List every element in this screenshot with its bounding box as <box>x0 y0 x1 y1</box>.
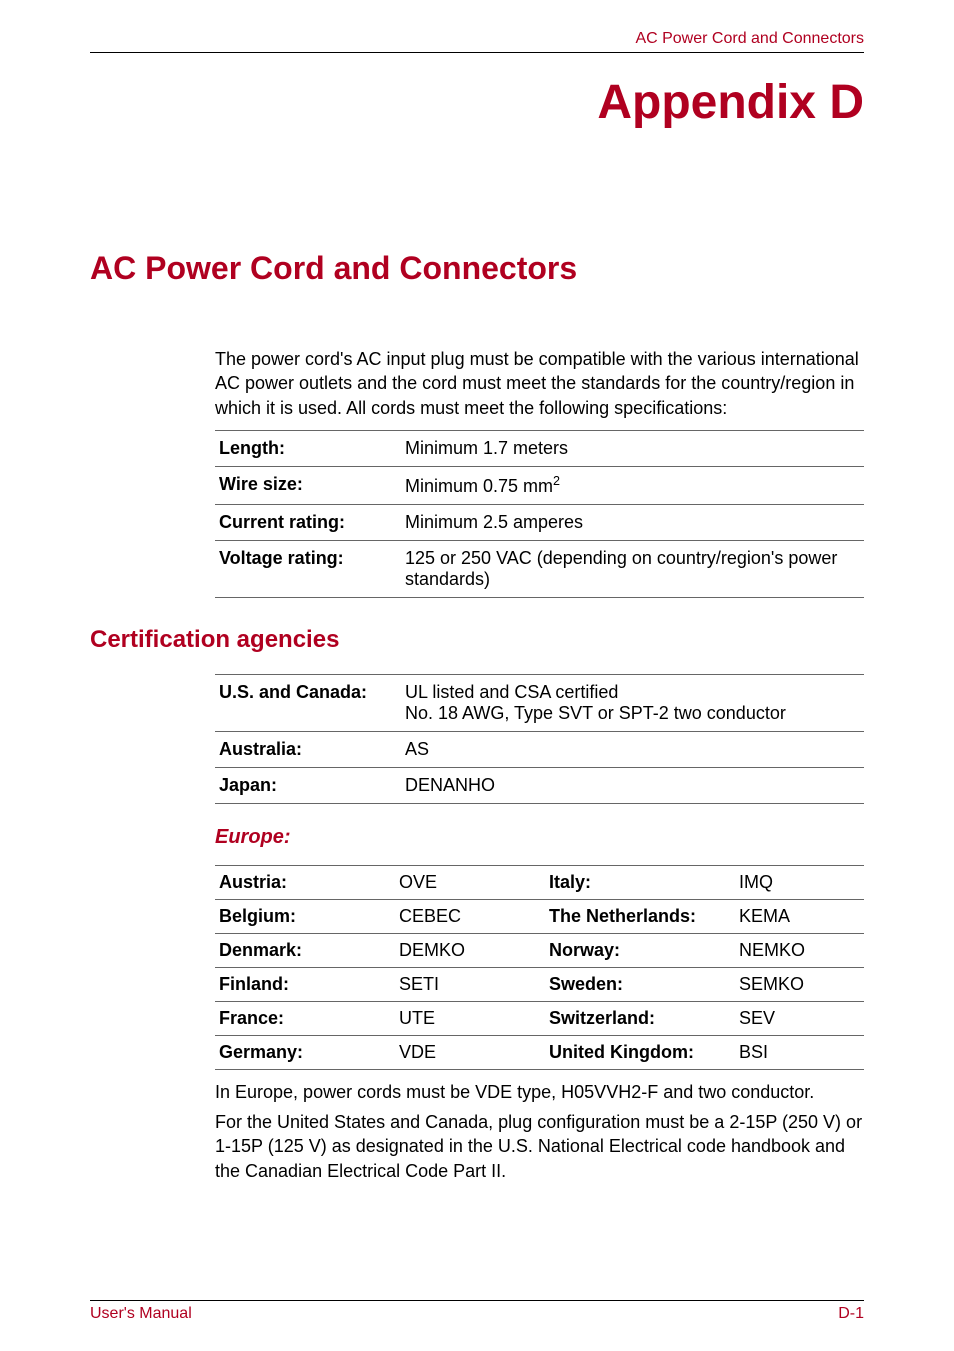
europe-country: Switzerland: <box>545 1001 735 1035</box>
running-header: AC Power Cord and Connectors <box>90 30 864 53</box>
europe-country: France: <box>215 1001 395 1035</box>
spec-label: Voltage rating: <box>215 540 401 597</box>
europe-country: Norway: <box>545 933 735 967</box>
cert-label: Japan: <box>215 767 401 803</box>
europe-country: Germany: <box>215 1035 395 1069</box>
section-title: AC Power Cord and Connectors <box>90 250 864 287</box>
table-row: Voltage rating: 125 or 250 VAC (dependin… <box>215 540 864 597</box>
cert-value: AS <box>401 731 864 767</box>
europe-agency: SEV <box>735 1001 864 1035</box>
spec-label: Current rating: <box>215 504 401 540</box>
footer-right: D-1 <box>838 1305 864 1323</box>
page-footer: User's Manual D-1 <box>90 1300 864 1323</box>
cert-table: U.S. and Canada: UL listed and CSA certi… <box>215 674 864 804</box>
cert-label: U.S. and Canada: <box>215 674 401 731</box>
table-row: U.S. and Canada: UL listed and CSA certi… <box>215 674 864 731</box>
table-row: France: UTE Switzerland: SEV <box>215 1001 864 1035</box>
appendix-label: Appendix D <box>90 75 864 130</box>
europe-country: Finland: <box>215 967 395 1001</box>
europe-agency: NEMKO <box>735 933 864 967</box>
intro-paragraph: The power cord's AC input plug must be c… <box>215 347 864 420</box>
table-row: Germany: VDE United Kingdom: BSI <box>215 1035 864 1069</box>
cert-label: Australia: <box>215 731 401 767</box>
table-row: Wire size: Minimum 0.75 mm2 <box>215 466 864 504</box>
spec-value: 125 or 250 VAC (depending on country/reg… <box>401 540 864 597</box>
europe-country: Denmark: <box>215 933 395 967</box>
europe-agency: SETI <box>395 967 545 1001</box>
table-row: Australia: AS <box>215 731 864 767</box>
europe-agency: VDE <box>395 1035 545 1069</box>
europe-country: Belgium: <box>215 899 395 933</box>
cert-value: DENANHO <box>401 767 864 803</box>
table-row: Austria: OVE Italy: IMQ <box>215 865 864 899</box>
europe-agency: DEMKO <box>395 933 545 967</box>
table-row: Japan: DENANHO <box>215 767 864 803</box>
spec-value-text: Minimum 0.75 mm <box>405 476 553 496</box>
europe-agency: CEBEC <box>395 899 545 933</box>
europe-agency: BSI <box>735 1035 864 1069</box>
table-row: Denmark: DEMKO Norway: NEMKO <box>215 933 864 967</box>
europe-note: In Europe, power cords must be VDE type,… <box>215 1080 864 1104</box>
europe-agency: SEMKO <box>735 967 864 1001</box>
header-right-text: AC Power Cord and Connectors <box>635 30 864 47</box>
footer-left: User's Manual <box>90 1305 192 1323</box>
europe-label: Europe: <box>215 826 864 849</box>
spec-value: Minimum 1.7 meters <box>401 430 864 466</box>
europe-agency: KEMA <box>735 899 864 933</box>
spec-value: Minimum 2.5 amperes <box>401 504 864 540</box>
europe-country: The Netherlands: <box>545 899 735 933</box>
cert-value: UL listed and CSA certified No. 18 AWG, … <box>401 674 864 731</box>
europe-country: Italy: <box>545 865 735 899</box>
europe-agency: OVE <box>395 865 545 899</box>
us-note: For the United States and Canada, plug c… <box>215 1110 864 1183</box>
table-row: Belgium: CEBEC The Netherlands: KEMA <box>215 899 864 933</box>
spec-label: Wire size: <box>215 466 401 504</box>
europe-country: Sweden: <box>545 967 735 1001</box>
spec-label: Length: <box>215 430 401 466</box>
table-row: Finland: SETI Sweden: SEMKO <box>215 967 864 1001</box>
europe-country: United Kingdom: <box>545 1035 735 1069</box>
table-row: Length: Minimum 1.7 meters <box>215 430 864 466</box>
specs-table: Length: Minimum 1.7 meters Wire size: Mi… <box>215 430 864 598</box>
cert-heading: Certification agencies <box>90 626 864 654</box>
spec-value: Minimum 0.75 mm2 <box>401 466 864 504</box>
europe-table: Austria: OVE Italy: IMQ Belgium: CEBEC T… <box>215 865 864 1070</box>
europe-country: Austria: <box>215 865 395 899</box>
table-row: Current rating: Minimum 2.5 amperes <box>215 504 864 540</box>
europe-agency: UTE <box>395 1001 545 1035</box>
europe-agency: IMQ <box>735 865 864 899</box>
spec-value-sup: 2 <box>553 474 560 488</box>
